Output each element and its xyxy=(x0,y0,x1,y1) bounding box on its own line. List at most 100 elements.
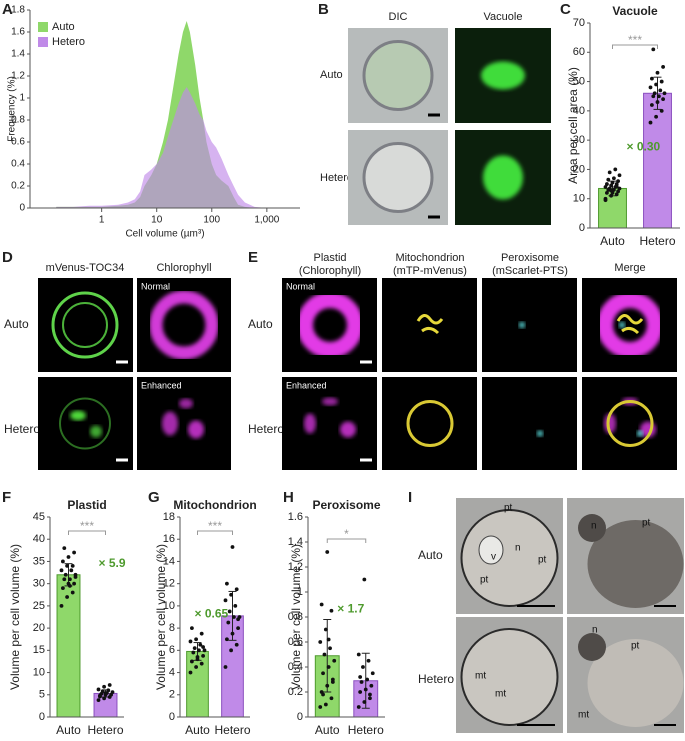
row-label: Auto xyxy=(248,317,273,331)
y-tick-label: 30 xyxy=(33,578,45,590)
data-point xyxy=(194,637,199,642)
data-point xyxy=(227,609,232,614)
structure-label: pt xyxy=(631,641,640,652)
data-point xyxy=(96,698,101,703)
signal xyxy=(179,398,193,409)
data-point xyxy=(655,70,660,75)
signal xyxy=(59,397,111,450)
data-point xyxy=(65,595,69,599)
data-point xyxy=(326,665,331,669)
micrograph xyxy=(482,377,577,470)
y-tick-label: 0 xyxy=(169,711,175,723)
data-point xyxy=(201,645,206,649)
structure-label: mt xyxy=(475,671,486,682)
data-point xyxy=(201,653,206,658)
data-point xyxy=(359,680,364,684)
data-point xyxy=(70,563,75,568)
x-tick-label: Hetero xyxy=(87,723,123,737)
row-label: Auto xyxy=(4,317,29,331)
signal xyxy=(587,639,684,727)
annotation: × 1.7 xyxy=(337,602,364,616)
signal xyxy=(478,535,504,565)
x-tick-label: Auto xyxy=(600,234,625,248)
y-tick-label: 1.6 xyxy=(11,27,25,38)
data-point xyxy=(609,193,613,198)
data-point xyxy=(194,665,199,669)
y-tick-label: 12 xyxy=(163,578,175,590)
row-label: Auto xyxy=(320,69,343,81)
micrograph xyxy=(382,377,477,470)
signal xyxy=(416,314,444,335)
panel-letter: A xyxy=(2,1,13,18)
data-point xyxy=(321,671,325,676)
signal xyxy=(483,155,523,200)
legend-swatch xyxy=(38,37,48,47)
inset-label: Enhanced xyxy=(141,380,182,390)
panel-letter: D xyxy=(2,249,13,266)
column-label: (mScarlet-PTS) xyxy=(492,265,568,277)
signal xyxy=(188,420,204,439)
cell xyxy=(460,509,559,607)
area xyxy=(56,87,277,208)
y-tick-label: 18 xyxy=(163,511,175,523)
data-point xyxy=(362,700,367,704)
inset-label: Normal xyxy=(286,281,315,291)
legend-swatch xyxy=(38,22,48,32)
x-axis-label: Cell volume (µm³) xyxy=(125,229,204,240)
y-tick-label: 0.2 xyxy=(11,181,25,192)
cell xyxy=(362,40,434,111)
y-tick-label: 1.2 xyxy=(288,561,303,573)
data-point xyxy=(654,82,658,87)
data-point xyxy=(107,683,112,687)
data-point xyxy=(318,640,323,644)
y-tick-label: 0 xyxy=(297,711,303,723)
structure-label: mt xyxy=(495,689,506,700)
data-point xyxy=(197,648,201,653)
annotation: × 0.30 xyxy=(627,139,661,153)
signal xyxy=(637,430,643,437)
y-tick-label: 0.6 xyxy=(11,137,25,148)
data-point xyxy=(223,665,228,669)
legend-label: Auto xyxy=(52,21,75,33)
significance-bracket xyxy=(326,538,367,543)
data-point xyxy=(612,176,616,181)
signal xyxy=(604,413,616,434)
data-point xyxy=(325,683,330,688)
signal xyxy=(537,430,543,437)
signal xyxy=(406,400,454,447)
y-tick-label: 40 xyxy=(33,533,45,545)
significance-label: *** xyxy=(80,519,94,533)
data-point xyxy=(651,94,656,99)
data-point xyxy=(233,603,238,608)
data-point xyxy=(323,702,328,707)
y-tick-label: 1.2 xyxy=(11,71,25,82)
data-point xyxy=(368,692,372,697)
signal xyxy=(297,292,363,358)
row-label: Hetero xyxy=(248,422,284,436)
data-point xyxy=(322,652,327,657)
data-point xyxy=(614,184,619,189)
y-tick-label: 10 xyxy=(163,600,175,612)
structure-label: pt xyxy=(504,503,513,514)
y-tick-label: 60 xyxy=(573,46,585,58)
data-point xyxy=(72,581,76,586)
data-point xyxy=(59,603,64,608)
x-tick-label: Hetero xyxy=(639,234,675,248)
data-point xyxy=(229,648,234,653)
data-point xyxy=(326,637,331,642)
data-point xyxy=(603,198,608,203)
structure-label: v xyxy=(491,552,496,563)
data-point xyxy=(102,684,106,689)
column-label: Peroxisome xyxy=(501,252,559,264)
y-tick-label: 30 xyxy=(573,134,585,146)
data-point xyxy=(329,696,334,701)
data-point xyxy=(603,185,608,189)
data-point xyxy=(606,177,611,182)
structure-label: n xyxy=(592,625,598,636)
data-point xyxy=(230,631,235,636)
signal xyxy=(578,633,606,661)
column-label: Plastid xyxy=(313,252,346,264)
y-tick-label: 1.6 xyxy=(288,511,303,523)
y-tick-label: 0.8 xyxy=(11,115,25,126)
x-tick-label: 1,000 xyxy=(254,215,279,226)
